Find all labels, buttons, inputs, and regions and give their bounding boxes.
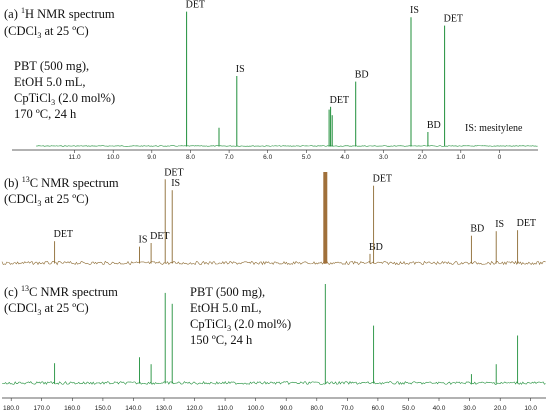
axis-tick-label: 30.0 xyxy=(463,405,476,412)
peak-label: BD xyxy=(427,120,441,131)
spectrum-baseline xyxy=(1,380,546,385)
peak-label: DET xyxy=(330,95,349,106)
panel-a-ticks: 11.0 10.0 9.0 8.0 7.0 6.0 5.0 4.0 3.0 2.0 1.0 0 xyxy=(69,150,502,161)
axis-tick-label: 8.0 xyxy=(186,154,195,161)
peak-label: DET xyxy=(54,229,73,240)
axis-tick-label: 120.0 xyxy=(186,405,203,412)
axis-tick-label: 90.0 xyxy=(280,405,293,412)
axis-tick-label: 1.0 xyxy=(456,154,465,161)
panel-a-info-line-2: EtOH 5.0 mL, xyxy=(14,75,86,89)
peak-label: BD xyxy=(369,242,383,253)
panel-c: (c) 13C NMR spectrum (CDCl3 at 25 ºC) PB… xyxy=(1,284,546,412)
axis-tick-label: 160.0 xyxy=(64,405,81,412)
peak-label: IS xyxy=(139,235,148,246)
panel-c-info-catalyst: CpTiCl3 (2.0 mol%) xyxy=(190,317,291,333)
peak-label: IS xyxy=(236,64,245,75)
panel-a-title: (a) 1H NMR spectrum xyxy=(4,6,115,21)
axis-tick-label: 110.0 xyxy=(217,405,233,412)
axis-tick-label: 70.0 xyxy=(341,405,354,412)
panel-a-info-catalyst: CpTiCl3 (2.0 mol%) xyxy=(14,91,115,107)
panel-c-info-temp: 150 ºC, 24 h xyxy=(190,333,253,347)
axis-tick-label: 11.0 xyxy=(69,154,82,161)
panel-a: (a) 1H NMR spectrum (CDCl3 at 25 ºC) PBT… xyxy=(4,0,538,161)
axis-tick-label: 2.0 xyxy=(418,154,427,161)
panel-a-note: IS: mesitylene xyxy=(465,123,523,134)
panel-a-solvent: (CDCl3 at 25 ºC) xyxy=(4,24,89,40)
axis-tick-label: 170.0 xyxy=(34,405,51,412)
peak-label: DET xyxy=(373,174,392,185)
axis-tick-label: 80.0 xyxy=(310,405,323,412)
panel-b-title: (b) 13C NMR spectrum xyxy=(4,175,119,190)
panel-a-info-temp: 170 ºC, 24 h xyxy=(14,107,77,121)
peak-label: IS xyxy=(171,178,180,189)
axis-tick-label: 150.0 xyxy=(95,405,112,412)
panel-c-title: (c) 13C NMR spectrum xyxy=(4,284,118,299)
peak-label: DET xyxy=(150,231,169,242)
axis-tick-label: 7.0 xyxy=(225,154,234,161)
panel-c-solvent: (CDCl3 at 25 ºC) xyxy=(4,301,89,317)
peak-label: IS xyxy=(410,5,419,16)
axis-tick-label: 0 xyxy=(498,154,502,161)
axis-tick-label: 40.0 xyxy=(433,405,446,412)
spectrum-a: DET IS DET BD IS BD DET xyxy=(35,0,538,147)
axis-tick-label: 60.0 xyxy=(372,405,385,412)
peak-label: DET xyxy=(517,218,536,229)
panel-b: (b) 13C NMR spectrum (CDCl3 at 25 ºC) DE… xyxy=(1,167,546,266)
axis-tick-label: 10.0 xyxy=(107,154,120,161)
axis-tick-label: 4.0 xyxy=(340,154,349,161)
axis-tick-label: 3.0 xyxy=(379,154,388,161)
axis-tick-label: 50.0 xyxy=(402,405,415,412)
peak-label: BD xyxy=(470,224,484,235)
peak-label: DET xyxy=(186,0,205,11)
peak-label: BD xyxy=(355,70,369,81)
spectrum-baseline xyxy=(35,145,538,147)
panel-b-solvent: (CDCl3 at 25 ºC) xyxy=(4,192,89,208)
peak-label: DET xyxy=(164,167,183,178)
axis-tick-label: 10.0 xyxy=(524,405,537,412)
axis-tick-label: 9.0 xyxy=(147,154,156,161)
panel-a-info-line-1: PBT (500 mg), xyxy=(14,59,89,73)
axis-tick-label: 130.0 xyxy=(156,405,173,412)
axis-tick-label: 5.0 xyxy=(302,154,311,161)
axis-tick-label: 6.0 xyxy=(263,154,272,161)
panel-c-info-line-2: EtOH 5.0 mL, xyxy=(190,301,262,315)
axis-tick-label: 100.0 xyxy=(248,405,265,412)
spectrum-c xyxy=(1,284,546,385)
axis-tick-label: 20.0 xyxy=(494,405,507,412)
spectrum-baseline xyxy=(1,260,546,266)
peak-label: DET xyxy=(444,14,463,25)
panel-c-ticks: 180.0 170.0 160.0 150.0 140.0 130.0 120.0 110.0… xyxy=(3,398,537,412)
axis-tick-label: 140.0 xyxy=(125,405,142,412)
axis-tick-label: 180.0 xyxy=(3,405,20,412)
peak-label: IS xyxy=(495,219,504,230)
panel-c-info-line-1: PBT (500 mg), xyxy=(190,285,265,299)
